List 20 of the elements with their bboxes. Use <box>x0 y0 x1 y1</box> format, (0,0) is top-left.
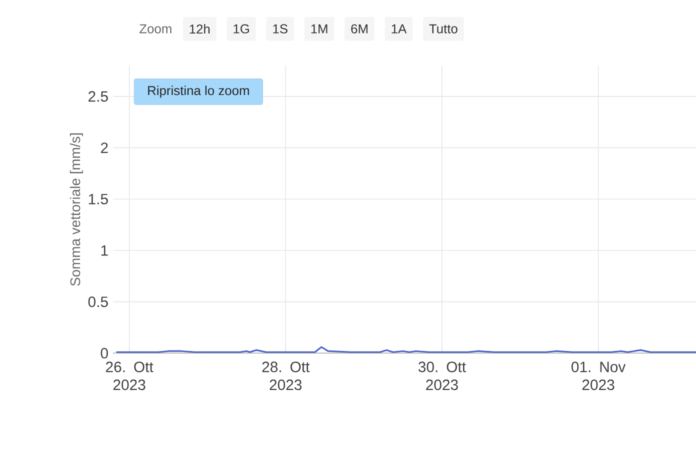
y-tick-label: 2.5 <box>88 91 108 102</box>
text: 1M <box>311 24 328 34</box>
y-tick-label: 1.5 <box>88 194 108 205</box>
text: 6M <box>351 24 368 34</box>
annotation: Ripristina lo zoom <box>148 86 249 98</box>
text: Tutto <box>429 24 458 34</box>
text: 1A <box>392 24 407 34</box>
y-tick-label: 2 <box>100 142 108 154</box>
text: Zoom <box>140 24 172 34</box>
text: 1S <box>273 24 288 34</box>
y-tick-label: 0 <box>100 348 108 359</box>
y-tick-label: 1 <box>101 246 108 256</box>
text: 1G <box>234 24 249 34</box>
x-tick-label: 28. Ott 2023 <box>262 362 310 390</box>
text: 12h <box>190 24 210 34</box>
x-tick-label: 30. Ott 2023 <box>418 362 466 390</box>
x-tick-label: 26. Ott 2023 <box>106 362 154 390</box>
y-tick-label: 0.5 <box>88 296 108 308</box>
x-tick-label: 01. Nov 2023 <box>572 362 626 390</box>
y-axis-title: Somma vettoriale [mm/s] <box>70 134 83 286</box>
